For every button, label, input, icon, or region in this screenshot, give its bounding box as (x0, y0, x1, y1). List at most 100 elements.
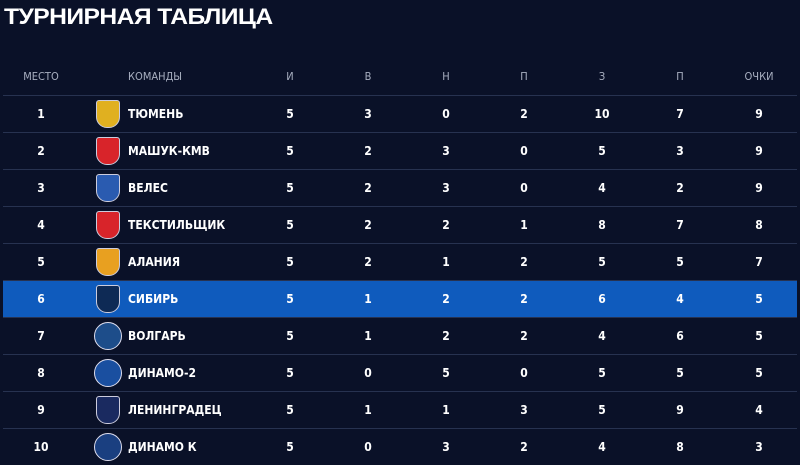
cell-place: 4 (37, 218, 45, 232)
col-place[interactable]: МЕСТО (23, 70, 59, 83)
col-team[interactable]: КОМАНДЫ (128, 70, 183, 83)
team-name[interactable]: ВОЛГАРЬ (128, 329, 186, 343)
team-logo-icon (93, 358, 123, 388)
row-divider (3, 206, 797, 207)
cell-games: 5 (286, 403, 294, 417)
team-name[interactable]: МАШУК-КМВ (128, 144, 210, 158)
row-divider (3, 95, 797, 96)
cell-draws: 2 (442, 329, 450, 343)
table-header: МЕСТО КОМАНДЫ И В Н П З П ОЧКИ (0, 70, 800, 88)
cell-draws: 0 (442, 107, 450, 121)
team-logo-icon (93, 432, 123, 462)
row-divider (3, 317, 797, 318)
team-crest-icon (94, 322, 122, 350)
cell-place: 9 (37, 403, 45, 417)
cell-points: 4 (755, 403, 763, 417)
cell-draws: 2 (442, 218, 450, 232)
cell-games: 5 (286, 292, 294, 306)
team-name[interactable]: ДИНАМО К (128, 440, 197, 454)
team-crest-icon (94, 359, 122, 387)
col-games[interactable]: И (286, 70, 294, 83)
cell-draws: 1 (442, 403, 450, 417)
team-logo-icon (93, 136, 123, 166)
row-divider (3, 169, 797, 170)
cell-losses: 3 (520, 403, 528, 417)
row-divider (3, 354, 797, 355)
team-name[interactable]: АЛАНИЯ (128, 255, 181, 269)
cell-scored: 8 (598, 218, 606, 232)
table-row[interactable]: 4 5 2 2 1 8 7 8 ТЕКСТИЛЬЩИК (3, 207, 797, 243)
cell-points: 5 (755, 366, 763, 380)
team-name[interactable]: ТЕКСТИЛЬЩИК (128, 218, 226, 232)
cell-place: 3 (37, 181, 45, 195)
table-row[interactable]: 5 5 2 1 2 5 5 7 АЛАНИЯ (3, 244, 797, 280)
team-crest-icon (96, 211, 120, 239)
cell-games: 5 (286, 181, 294, 195)
cell-wins: 3 (364, 107, 372, 121)
cell-conceded: 2 (676, 181, 684, 195)
cell-scored: 5 (598, 255, 606, 269)
cell-place: 8 (37, 366, 45, 380)
table-row[interactable]: 2 5 2 3 0 5 3 9 МАШУК-КМВ (3, 133, 797, 169)
cell-points: 9 (755, 107, 763, 121)
cell-wins: 1 (364, 403, 372, 417)
cell-points: 5 (755, 292, 763, 306)
cell-scored: 6 (598, 292, 606, 306)
team-logo-icon (93, 173, 123, 203)
cell-losses: 1 (520, 218, 528, 232)
table-row[interactable]: 10 5 0 3 2 4 8 3 ДИНАМО К (3, 429, 797, 465)
team-crest-icon (96, 285, 120, 313)
team-logo-icon (93, 99, 123, 129)
cell-conceded: 9 (676, 403, 684, 417)
team-logo-icon (93, 247, 123, 277)
cell-losses: 2 (520, 107, 528, 121)
cell-wins: 0 (364, 440, 372, 454)
cell-draws: 3 (442, 144, 450, 158)
team-crest-icon (96, 137, 120, 165)
team-logo-icon (93, 210, 123, 240)
cell-wins: 2 (364, 255, 372, 269)
cell-points: 3 (755, 440, 763, 454)
table-row[interactable]: 8 5 0 5 0 5 5 5 ДИНАМО-2 (3, 355, 797, 391)
table-row[interactable]: 6 5 1 2 2 6 4 5 СИБИРЬ (3, 281, 797, 317)
cell-conceded: 3 (676, 144, 684, 158)
cell-games: 5 (286, 366, 294, 380)
col-conceded[interactable]: П (676, 70, 684, 83)
cell-draws: 3 (442, 440, 450, 454)
cell-scored: 10 (594, 107, 610, 121)
col-points[interactable]: ОЧКИ (744, 70, 774, 83)
cell-place: 5 (37, 255, 45, 269)
table-row[interactable]: 3 5 2 3 0 4 2 9 ВЕЛЕС (3, 170, 797, 206)
col-wins[interactable]: В (364, 70, 372, 83)
cell-place: 10 (33, 440, 49, 454)
team-name[interactable]: ТЮМЕНЬ (128, 107, 184, 121)
table-row[interactable]: 1 5 3 0 2 10 7 9 ТЮМЕНЬ (3, 96, 797, 132)
cell-games: 5 (286, 440, 294, 454)
col-scored[interactable]: З (598, 70, 606, 83)
cell-draws: 2 (442, 292, 450, 306)
cell-scored: 4 (598, 181, 606, 195)
cell-scored: 5 (598, 403, 606, 417)
row-divider (3, 428, 797, 429)
cell-points: 9 (755, 181, 763, 195)
table-row[interactable]: 7 5 1 2 2 4 6 5 ВОЛГАРЬ (3, 318, 797, 354)
team-name[interactable]: ЛЕНИНГРАДЕЦ (128, 403, 222, 417)
col-draws[interactable]: Н (442, 70, 450, 83)
team-name[interactable]: СИБИРЬ (128, 292, 179, 306)
cell-losses: 2 (520, 440, 528, 454)
table-row[interactable]: 9 5 1 1 3 5 9 4 ЛЕНИНГРАДЕЦ (3, 392, 797, 428)
cell-place: 7 (37, 329, 45, 343)
cell-wins: 2 (364, 181, 372, 195)
cell-draws: 5 (442, 366, 450, 380)
cell-wins: 1 (364, 292, 372, 306)
cell-wins: 1 (364, 329, 372, 343)
cell-losses: 2 (520, 292, 528, 306)
team-name[interactable]: ДИНАМО-2 (128, 366, 196, 380)
cell-games: 5 (286, 144, 294, 158)
team-name[interactable]: ВЕЛЕС (128, 181, 168, 195)
col-losses[interactable]: П (520, 70, 528, 83)
cell-scored: 4 (598, 440, 606, 454)
cell-losses: 2 (520, 255, 528, 269)
team-logo-icon (93, 284, 123, 314)
cell-games: 5 (286, 218, 294, 232)
